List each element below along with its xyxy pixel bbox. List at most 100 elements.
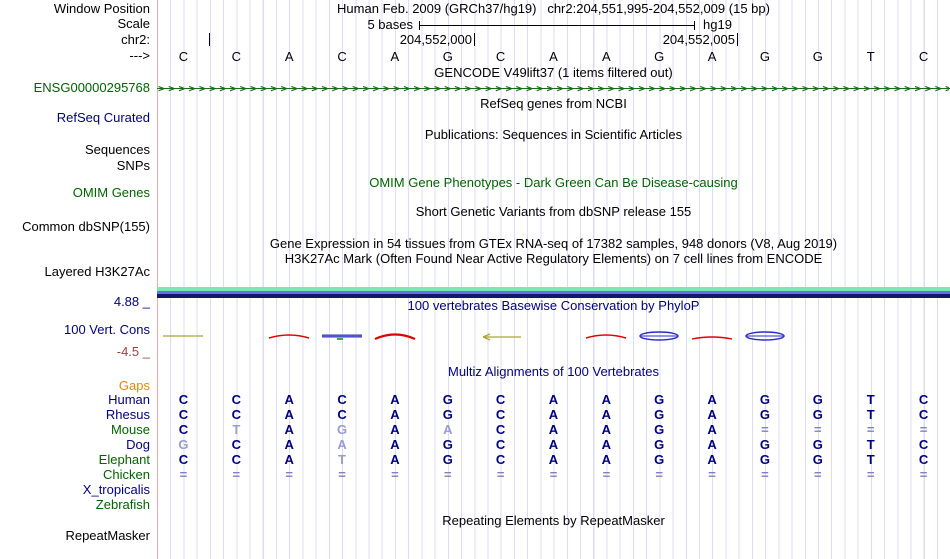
alignment-base-elephant: C [178,452,189,467]
window-position-title: Human Feb. 2009 (GRCh37/hg19) chr2:204,5… [337,1,770,16]
track-label-dog[interactable]: Dog [126,437,150,452]
conservation-glyph-red-arc[interactable] [583,328,629,344]
reference-base: C [337,49,347,64]
alignment-base-mouse: = [761,422,769,437]
alignment-base-mouse: G [336,422,348,437]
reference-base: A [549,49,558,64]
ruler-tick [737,33,738,46]
alignment-base-elephant: G [442,452,453,467]
alignment-base-chicken: = [179,467,188,482]
alignment-base-mouse: A [284,422,294,437]
conservation-glyph-blue-lens[interactable] [742,328,788,344]
alignment-base-chicken: = [285,467,293,482]
alignment-base-rhesus: T [866,407,875,422]
track-label-gaps[interactable]: Gaps [118,378,150,393]
alignment-base-elephant: C [495,452,506,467]
multiz-title: Multiz Alignments of 100 Vertebrates [447,364,659,379]
conservation-glyph-olive-arrow[interactable] [478,328,524,344]
alignment-base-mouse: A [443,422,453,437]
track-label-chromosome[interactable]: chr2: [121,32,150,47]
track-label-elephant[interactable]: Elephant [98,452,150,467]
conservation-glyph-red-arc[interactable] [266,328,312,344]
track-label-cons-min[interactable]: -4.5 _ [116,344,150,359]
h3k27ac-blue-band[interactable] [157,291,950,294]
alignment-base-dog: T [866,437,875,452]
alignment-base-rhesus: C [231,407,241,422]
reference-base: A [707,49,717,64]
track-label-omim-genes[interactable]: OMIM Genes [72,185,150,200]
alignment-base-rhesus: A [390,407,400,422]
alignment-base-elephant: C [231,452,241,467]
alignment-base-mouse: = [814,422,822,437]
alignment-base-elephant: G [759,452,771,467]
conservation-glyph-blue-lens[interactable] [636,328,682,344]
h3k27ac-teal-band[interactable] [157,287,950,291]
h3k27ac-title: H3K27Ac Mark (Often Found Near Active Re… [284,251,823,266]
alignment-base-dog: A [337,437,347,452]
track-label-snps[interactable]: SNPs [116,158,150,173]
reference-base: G [812,49,823,64]
track-grid-area[interactable] [157,0,950,559]
alignment-base-dog: A [284,437,294,452]
track-label-x-tropicalis[interactable]: X_tropicalis [82,482,150,497]
track-label-refseq-curated[interactable]: RefSeq Curated [56,110,150,125]
alignment-base-rhesus: G [442,407,453,422]
track-label-repeatmasker[interactable]: RepeatMasker [65,528,150,543]
assembly-label: hg19 [703,17,732,32]
reference-base: A [390,49,400,64]
reference-base: G [654,49,665,64]
track-label-cons-max[interactable]: 4.88 _ [113,294,150,309]
ruler-number: 204,552,005 [662,32,735,47]
alignment-base-elephant: A [390,452,400,467]
alignment-base-human: G [442,392,453,407]
alignment-base-elephant: A [601,452,612,467]
alignment-base-chicken: = [919,467,928,482]
alignment-base-rhesus: A [601,407,612,422]
alignment-base-chicken: = [761,467,769,482]
h3k27ac-navy-band[interactable] [157,294,950,298]
alignment-base-elephant: C [918,452,929,467]
alignment-base-human: G [812,392,823,407]
alignment-base-human: T [866,392,875,407]
track-label-vert-cons[interactable]: 100 Vert. Cons [64,322,150,337]
alignment-base-human: A [390,392,400,407]
reference-base: A [602,49,611,64]
alignment-base-dog: A [601,437,612,452]
alignment-base-chicken: = [443,467,452,482]
track-label-layered-h3k27ac[interactable]: Layered H3K27Ac [44,264,150,279]
conservation-glyph-red-arc-shallow[interactable] [689,328,735,344]
alignment-base-mouse: = [919,422,928,437]
conservation-glyph-red-arc-big[interactable] [372,328,418,344]
alignment-base-mouse: C [178,422,189,437]
alignment-base-rhesus: C [178,407,189,422]
track-label-zebrafish[interactable]: Zebrafish [95,497,150,512]
scale-bar-line [419,25,695,26]
alignment-base-rhesus: C [918,407,929,422]
track-label-gene-id[interactable]: ENSG00000295768 [33,80,150,95]
scale-bar-left-tick [419,21,420,30]
track-label-window-position[interactable]: Window Position [53,1,150,16]
alignment-base-elephant: A [548,452,559,467]
reference-base: T [866,49,875,64]
alignment-base-dog: C [918,437,929,452]
conservation-glyph-olive-line[interactable] [160,328,206,344]
track-label-direction[interactable]: ---> [129,48,150,63]
alignment-base-rhesus: C [337,407,347,422]
track-label-common-dbsnp[interactable]: Common dbSNP(155) [22,219,150,234]
reference-base: C [178,49,189,64]
track-label-rhesus[interactable]: Rhesus [105,407,150,422]
conservation-glyph-blue-bar[interactable] [319,328,365,344]
gene-track-line [157,88,950,89]
refseq-title: RefSeq genes from NCBI [480,96,627,111]
alignment-base-elephant: G [654,452,665,467]
alignment-base-human: C [337,392,347,407]
track-label-chicken[interactable]: Chicken [103,467,150,482]
track-label-mouse[interactable]: Mouse [110,422,150,437]
alignment-base-chicken: = [549,467,558,482]
track-label-human[interactable]: Human [108,392,150,407]
alignment-base-elephant: A [707,452,717,467]
gene-track-arrows[interactable]: >>>>>>>>>>>>>>>>>>>>>>>>>>>>>>>>>>>>>>>>… [158,82,949,95]
track-label-sequences[interactable]: Sequences [84,142,150,157]
track-label-scale[interactable]: Scale [117,16,150,31]
